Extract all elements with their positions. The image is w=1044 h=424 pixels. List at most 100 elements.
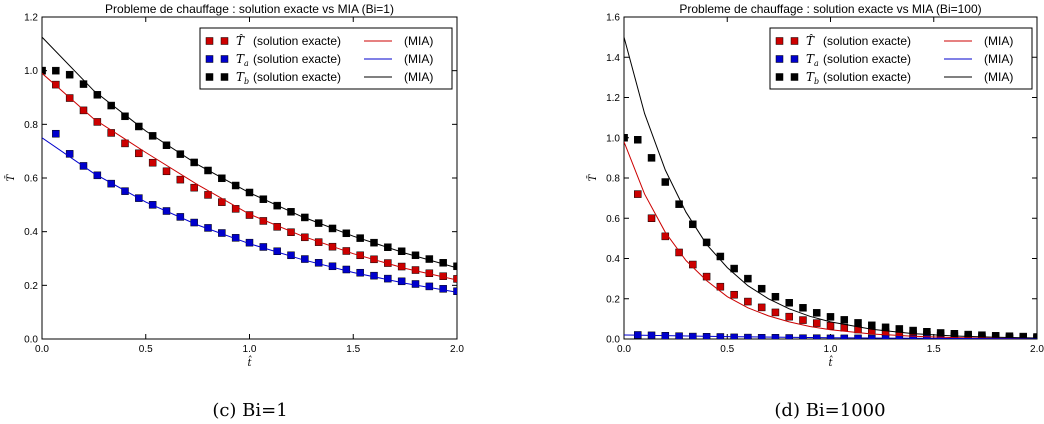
- x-tick-label: 0.0: [35, 344, 49, 355]
- series-line-4: [624, 141, 1037, 339]
- legend-label: (MIA): [404, 34, 433, 48]
- data-point: [42, 66, 46, 75]
- data-point: [411, 280, 420, 288]
- data-point: [176, 150, 185, 158]
- y-tick-label: 0.8: [24, 120, 38, 131]
- data-point: [868, 334, 876, 339]
- series-line-5: [624, 334, 1037, 339]
- data-point: [65, 70, 74, 79]
- legend-marker: [775, 37, 784, 45]
- data-point: [881, 323, 890, 332]
- data-point: [1033, 333, 1037, 339]
- x-tick-label: 0.5: [720, 344, 734, 355]
- legend-marker: [775, 55, 784, 63]
- data-point: [799, 304, 807, 312]
- data-point: [826, 321, 835, 330]
- data-point: [661, 178, 670, 186]
- legend-label: (MIA): [404, 52, 433, 66]
- data-point: [1005, 332, 1014, 339]
- data-point: [121, 139, 129, 148]
- data-point: [826, 313, 835, 321]
- series-markers-3: [624, 134, 1037, 339]
- legend-box: [199, 27, 453, 90]
- legend-marker: [790, 55, 799, 63]
- data-point: [245, 211, 254, 219]
- data-point: [757, 284, 766, 293]
- x-axis-label: t̂: [247, 356, 252, 369]
- y-tick-label: 1.0: [606, 133, 620, 144]
- y-tick-label: 1.2: [606, 93, 620, 104]
- data-point: [93, 118, 102, 126]
- legend-marker: [775, 73, 784, 81]
- data-point: [647, 214, 656, 222]
- data-point: [923, 328, 931, 336]
- y-tick-label: 0.2: [24, 281, 38, 292]
- chart-title: Probleme de chauffage : solution exacte …: [105, 2, 394, 16]
- data-point: [689, 260, 697, 269]
- y-tick-label: 0.8: [606, 174, 620, 185]
- data-point: [52, 129, 60, 138]
- data-point: [964, 330, 972, 339]
- data-point: [936, 329, 945, 337]
- data-point: [689, 220, 697, 229]
- legend-label: (solution exacte): [253, 34, 341, 48]
- legend-label: (solution exacte): [253, 52, 341, 66]
- x-tick-label: 1.5: [346, 344, 360, 355]
- data-point: [1019, 332, 1027, 339]
- data-point: [107, 179, 115, 188]
- data-point: [52, 80, 60, 89]
- data-point: [107, 101, 115, 110]
- data-point: [439, 285, 447, 293]
- series-line-4: [42, 72, 457, 281]
- legend-marker: [220, 37, 229, 45]
- data-point: [634, 190, 642, 198]
- data-point: [342, 265, 351, 274]
- series-line-6: [624, 36, 1037, 339]
- legend-symbol: T̂: [806, 33, 815, 48]
- legend-marker: [790, 73, 799, 81]
- data-point: [785, 334, 793, 339]
- data-point: [785, 312, 793, 321]
- data-point: [730, 333, 738, 339]
- x-tick-label: 2.0: [1030, 344, 1044, 355]
- data-point: [744, 274, 752, 283]
- data-point: [287, 228, 295, 236]
- data-point: [453, 262, 457, 271]
- data-point: [135, 122, 143, 131]
- data-point: [799, 334, 807, 339]
- legend-label: (solution exacte): [823, 34, 911, 48]
- data-point: [176, 175, 185, 184]
- legend-label: (MIA): [984, 70, 1013, 84]
- y-tick-label: 1.0: [24, 66, 38, 77]
- series-line-5: [42, 137, 457, 293]
- legend-box: [769, 27, 1033, 90]
- data-point: [702, 238, 711, 247]
- x-tick-label: 1.0: [824, 344, 838, 355]
- data-point: [624, 134, 628, 142]
- data-point: [730, 290, 738, 299]
- chart-title: Probleme de chauffage : solution exacte …: [679, 2, 981, 16]
- legend-marker: [790, 37, 799, 45]
- data-point: [854, 319, 862, 327]
- data-point: [162, 167, 171, 176]
- data-point: [121, 112, 129, 121]
- x-tick-label: 2.0: [450, 344, 464, 355]
- data-point: [218, 229, 226, 237]
- figure-caption: (c) Bi=1: [212, 400, 287, 421]
- data-point: [895, 325, 904, 333]
- data-point: [826, 334, 835, 339]
- legend-label: (solution exacte): [823, 70, 911, 84]
- x-tick-label: 0.0: [617, 344, 631, 355]
- data-point: [771, 292, 780, 301]
- data-point: [799, 316, 807, 324]
- x-tick-label: 1.5: [927, 344, 941, 355]
- data-point: [634, 136, 642, 144]
- data-point: [757, 303, 766, 312]
- legend: T̂ (solution exacte)Ta (solution exacte)Tb…: [199, 27, 453, 90]
- plot-area: [624, 36, 1037, 339]
- data-point: [771, 334, 780, 339]
- legend-symbol-subscript: b: [814, 77, 819, 86]
- data-point: [840, 334, 849, 339]
- legend-symbol-subscript: a: [244, 59, 249, 68]
